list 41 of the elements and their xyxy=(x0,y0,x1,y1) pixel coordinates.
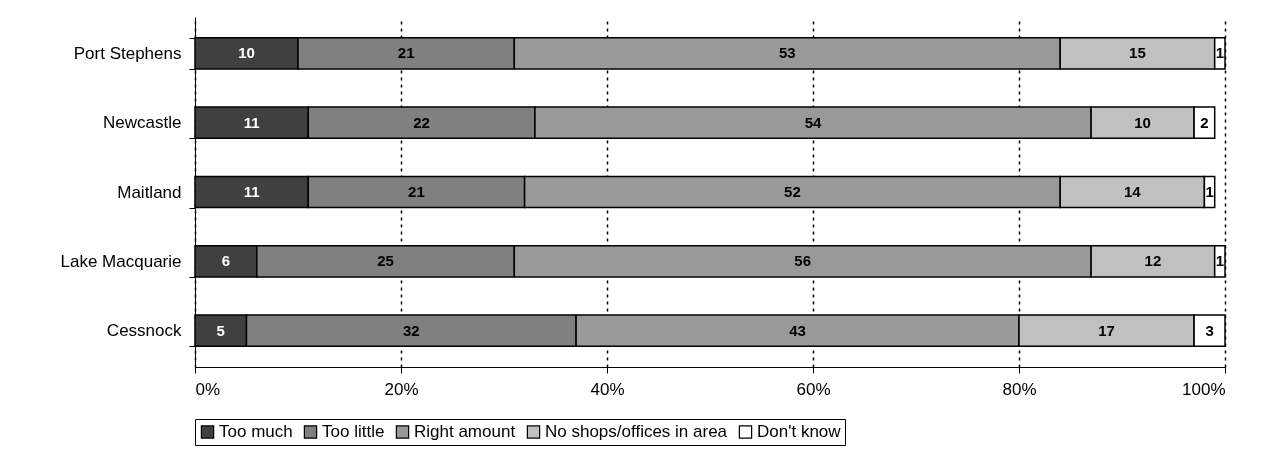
data-label: 11 xyxy=(243,183,260,200)
data-label: 54 xyxy=(804,113,822,131)
data-label: 1 xyxy=(1205,183,1214,200)
data-label: 21 xyxy=(397,44,415,62)
legend-label: Right amount xyxy=(414,421,516,441)
x-tick-label: 0% xyxy=(195,379,221,399)
data-label: 12 xyxy=(1144,252,1162,270)
data-label: 21 xyxy=(408,183,425,200)
x-tick-label: 40% xyxy=(590,379,625,399)
legend-label: Don't know xyxy=(757,421,842,441)
legend-label: Too much xyxy=(219,421,293,441)
data-label: 56 xyxy=(794,252,812,270)
data-label: 5 xyxy=(216,321,225,339)
data-label: 1 xyxy=(1215,252,1225,270)
data-label: 3 xyxy=(1205,321,1214,339)
data-label: 53 xyxy=(778,44,796,62)
data-label: 2 xyxy=(1200,113,1209,131)
data-label: 10 xyxy=(238,44,255,62)
data-label: 43 xyxy=(789,321,806,339)
data-label: 1 xyxy=(1215,44,1225,62)
y-tick-label: Port Stephens xyxy=(73,43,182,63)
data-label: 10 xyxy=(1134,113,1151,131)
y-tick-label: Cessnock xyxy=(106,321,182,341)
y-tick-label: Newcastle xyxy=(103,113,182,133)
data-label: 25 xyxy=(377,252,394,270)
legend-label: No shops/offices in area xyxy=(545,421,728,441)
x-tick-label: 80% xyxy=(1002,379,1037,399)
data-label: 17 xyxy=(1098,321,1115,339)
data-label: 32 xyxy=(402,321,420,339)
x-tick-label: 100% xyxy=(1182,379,1226,399)
y-tick-label: Lake Macquarie xyxy=(60,251,182,271)
legend-label: Too little xyxy=(322,421,385,441)
x-tick-label: 60% xyxy=(796,379,831,399)
data-label: 6 xyxy=(221,252,231,270)
x-tick-label: 20% xyxy=(384,379,419,399)
data-label: 15 xyxy=(1129,44,1146,62)
data-label: 14 xyxy=(1123,183,1142,200)
data-label: 52 xyxy=(784,183,801,200)
y-tick-label: Maitland xyxy=(117,182,182,202)
data-label: 11 xyxy=(243,113,260,131)
data-label: 22 xyxy=(413,113,430,131)
